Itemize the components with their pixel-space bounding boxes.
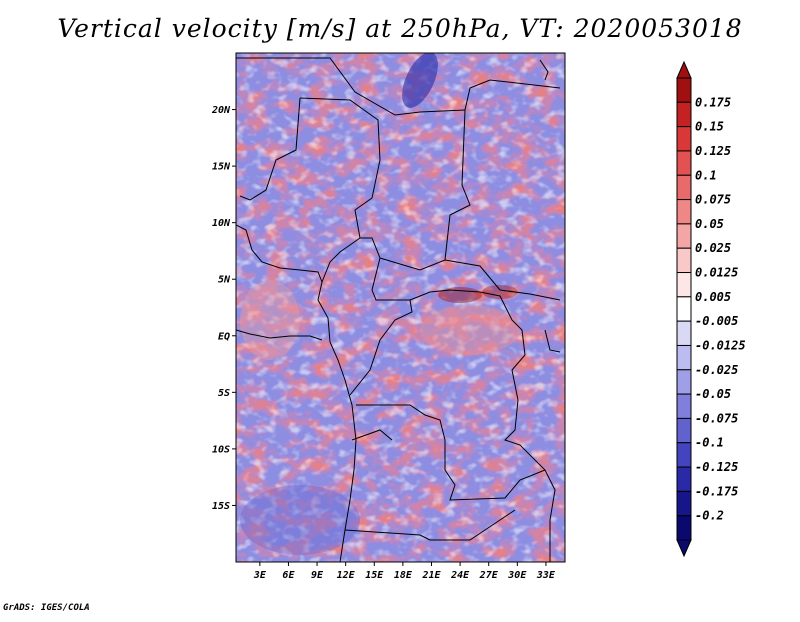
colorbar-label: -0.075 bbox=[695, 411, 738, 425]
colorbar: 0.175 0.15 0.125 0.1 0.075 0.05 0.025 0.0125 0.0… bbox=[676, 60, 746, 558]
colorbar-label: 0.005 bbox=[695, 290, 731, 304]
colorbar-top-arrow bbox=[676, 60, 692, 79]
colorbar-swatch bbox=[676, 417, 692, 444]
longitude-axis: 3E 6E 9E 12E 15E 18E 21E 24E 27E 30E 33E bbox=[253, 562, 556, 581]
colorbar-label: -0.05 bbox=[695, 387, 731, 401]
lon-tick-label: 6E bbox=[282, 570, 295, 581]
colorbar-label: -0.1 bbox=[695, 436, 724, 450]
colorbar-label: 0.05 bbox=[695, 217, 724, 231]
colorbar-swatch bbox=[676, 320, 692, 346]
colorbar-label: 0.025 bbox=[695, 241, 731, 255]
colorbar-swatch bbox=[676, 442, 692, 468]
colorbar-swatch bbox=[676, 199, 692, 225]
colorbar-swatch bbox=[676, 77, 692, 103]
colorbar-swatch bbox=[676, 296, 692, 322]
lon-tick-label: 15E bbox=[365, 570, 384, 581]
colorbar-label: -0.005 bbox=[695, 314, 738, 328]
colorbar-label: -0.175 bbox=[695, 484, 738, 498]
colorbar-swatch bbox=[676, 466, 692, 492]
colorbar-label: 0.175 bbox=[695, 95, 731, 109]
lon-tick-label: 21E bbox=[421, 570, 441, 581]
colorbar-label: -0.0125 bbox=[695, 338, 746, 352]
lon-tick-label: 33E bbox=[536, 570, 556, 581]
colorbar-swatch bbox=[676, 247, 692, 274]
colorbar-swatch bbox=[676, 101, 692, 128]
colorbar-label: -0.025 bbox=[695, 363, 738, 377]
colorbar-label: -0.125 bbox=[695, 460, 738, 474]
colorbar-swatch bbox=[676, 223, 692, 249]
lat-tick-label: 5S bbox=[218, 388, 230, 399]
latitude-axis: 20N 15N 10N 5N EQ 5S 10S 15S bbox=[211, 105, 236, 512]
colorbar-label: 0.15 bbox=[695, 120, 724, 134]
lat-tick-label: EQ bbox=[218, 331, 230, 342]
colorbar-swatch bbox=[676, 369, 692, 395]
colorbar-swatch bbox=[676, 490, 692, 517]
colorbar-swatch bbox=[676, 515, 692, 541]
grads-credit: GrADS: IGES/COLA bbox=[3, 603, 90, 613]
lon-tick-label: 24E bbox=[450, 570, 470, 581]
colorbar-swatch bbox=[676, 393, 692, 419]
colorbar-bottom-arrow bbox=[676, 539, 692, 558]
country-borders bbox=[236, 57, 561, 562]
lon-tick-label: 30E bbox=[507, 570, 527, 581]
chart-title: Vertical velocity [m/s] at 250hPa, VT: 2… bbox=[57, 14, 743, 43]
map-frame bbox=[235, 52, 566, 563]
lat-tick-label: 15N bbox=[212, 162, 231, 173]
colorbar-label: 0.075 bbox=[695, 193, 731, 207]
colorbar-label: 0.0125 bbox=[695, 266, 738, 280]
lat-tick-label: 20N bbox=[211, 105, 231, 116]
colorbar-label: -0.2 bbox=[695, 509, 724, 523]
colorbar-label: 0.1 bbox=[695, 168, 717, 182]
lat-tick-label: 5N bbox=[218, 275, 231, 286]
vertical-velocity-field bbox=[236, 53, 565, 562]
lon-tick-label: 12E bbox=[337, 570, 356, 581]
colorbar-swatch bbox=[676, 126, 692, 152]
lat-tick-label: 15S bbox=[212, 501, 230, 512]
lat-tick-label: 10S bbox=[212, 444, 230, 455]
lon-tick-label: 3E bbox=[253, 570, 267, 581]
colorbar-swatch bbox=[676, 272, 692, 298]
colorbar-swatch bbox=[676, 174, 692, 201]
lat-tick-label: 10N bbox=[212, 218, 231, 229]
lon-tick-label: 18E bbox=[394, 570, 413, 581]
colorbar-swatch bbox=[676, 150, 692, 176]
colorbar-swatch bbox=[676, 344, 692, 371]
lon-tick-label: 27E bbox=[479, 570, 499, 581]
lon-tick-label: 9E bbox=[311, 570, 324, 581]
colorbar-label: 0.125 bbox=[695, 144, 731, 158]
